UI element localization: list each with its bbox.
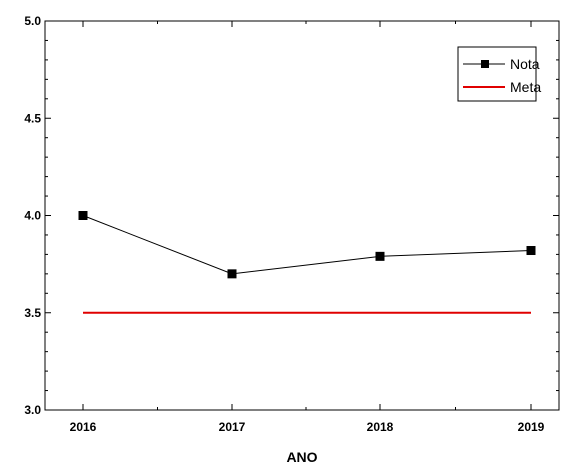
x-tick-label: 2019: [518, 420, 545, 434]
x-tick-label: 2017: [219, 420, 246, 434]
y-tick-label: 3.5: [24, 306, 41, 320]
legend-meta-label: Meta: [510, 79, 541, 95]
legend-nota-marker: [481, 60, 489, 68]
y-tick-label: 5.0: [24, 14, 41, 28]
x-axis: 2016 2017 2018 2019: [70, 21, 545, 434]
legend: Nota Meta: [457, 46, 541, 102]
legend-box: [457, 46, 537, 102]
y-tick-label: 4.5: [24, 111, 41, 125]
x-tick-label: 2018: [367, 420, 394, 434]
series-nota-point: [78, 211, 88, 220]
legend-nota-label: Nota: [510, 56, 540, 72]
x-axis-title: ANO: [286, 449, 317, 465]
series-layer: [78, 211, 536, 314]
series-nota-point: [526, 246, 536, 256]
series-nota-point: [375, 251, 385, 261]
y-tick-label: 4.0: [24, 209, 41, 223]
y-axis: 3.0 3.5 4.0 4.5 5.0: [24, 14, 559, 417]
x-tick-label: 2016: [70, 420, 97, 434]
y-tick-label: 3.0: [24, 403, 41, 417]
series-nota-point: [227, 269, 237, 279]
series-nota-line: [82, 215, 532, 275]
